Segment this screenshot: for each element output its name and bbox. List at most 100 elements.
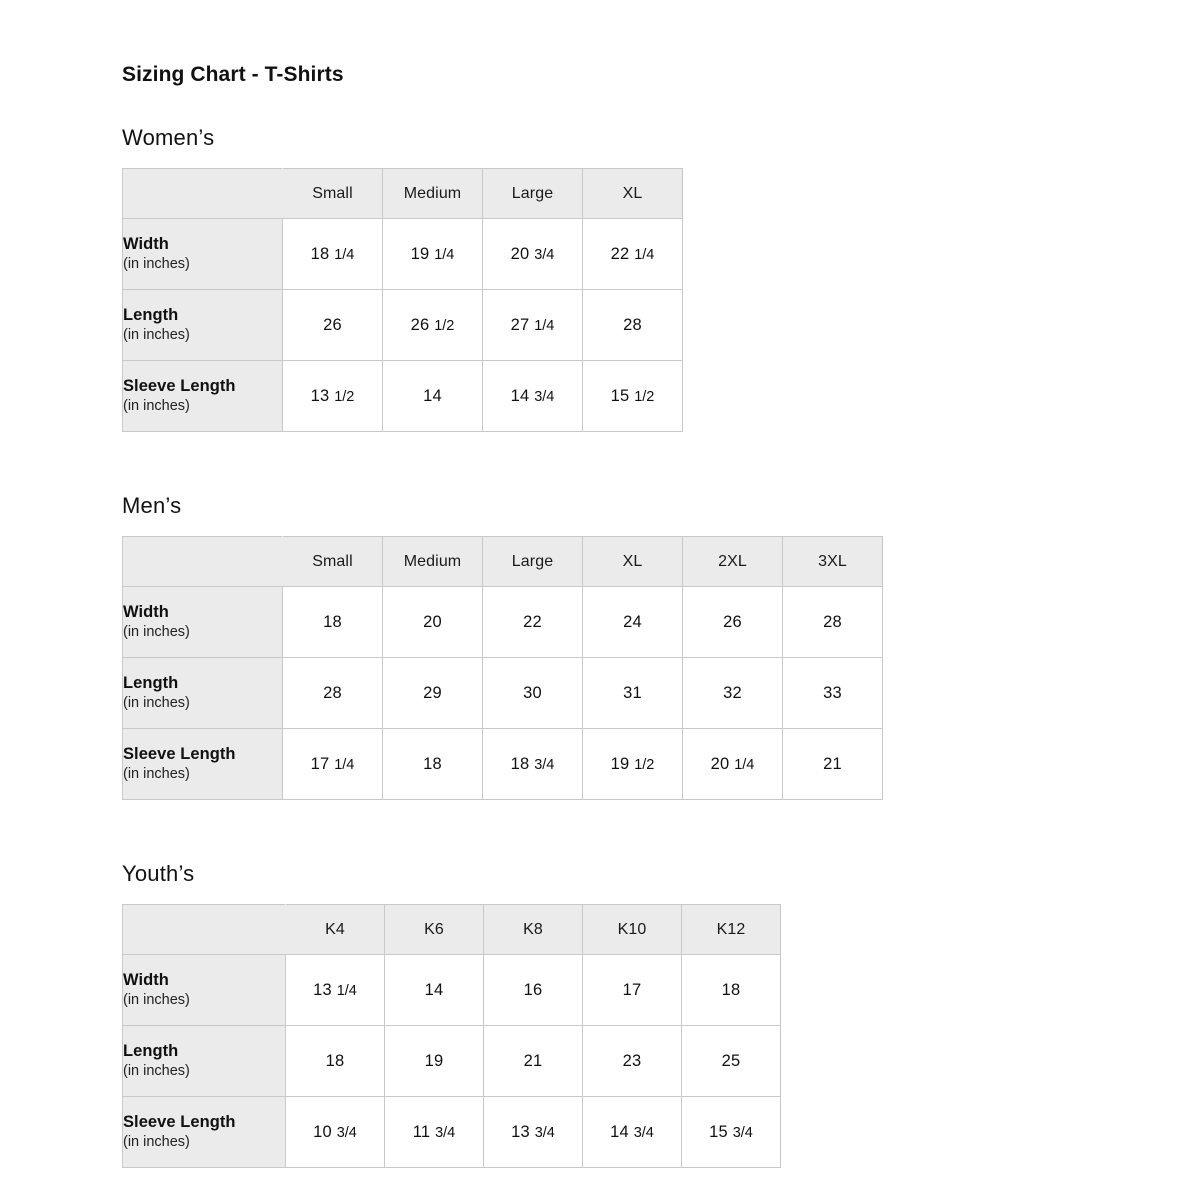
- row-label-units: (in inches): [123, 1063, 190, 1080]
- table-row: Length (in inches) 26 26 1/2 27 1/4 28: [122, 289, 683, 361]
- column-header-xl: XL: [582, 168, 683, 219]
- measurement-cell: 14: [384, 954, 484, 1026]
- row-label-units: (in inches): [123, 327, 190, 344]
- size-table-mens: Small Medium Large XL 2XL 3XL Width (in inches)…: [122, 536, 883, 800]
- row-label: Sleeve Length: [123, 1112, 236, 1131]
- row-label-cell: Length (in inches): [122, 657, 283, 729]
- column-header-small: Small: [282, 168, 383, 219]
- measurement-cell: 11 3/4: [384, 1096, 484, 1168]
- section-title-womens: Women’s: [122, 125, 215, 150]
- measurement-whole: 22: [523, 612, 542, 631]
- row-label-cell: Length (in inches): [122, 289, 283, 361]
- measurement-cell: 24: [582, 586, 683, 658]
- table-row: Sleeve Length (in inches) 13 1/2 14 14 3/4 15…: [122, 360, 683, 432]
- row-label-cell: Sleeve Length (in inches): [122, 1096, 286, 1168]
- measurement-fraction: 1/4: [334, 246, 355, 263]
- measurement-fraction: 3/4: [435, 1124, 456, 1141]
- column-header-2xl: 2XL: [682, 536, 783, 587]
- table-header-row: K4 K6 K8 K10 K12: [122, 904, 781, 955]
- measurement-whole: 14: [423, 386, 442, 405]
- measurement-cell: 13 1/4: [285, 954, 385, 1026]
- measurement-whole: 19: [610, 754, 630, 773]
- measurement-fraction: 3/4: [534, 388, 555, 405]
- measurement-cell: 29: [382, 657, 483, 729]
- table-row: Sleeve Length (in inches) 10 3/4 11 3/4 13 3…: [122, 1096, 781, 1168]
- measurement-cell: 10 3/4: [285, 1096, 385, 1168]
- row-label: Length: [123, 673, 179, 692]
- measurement-cell: 26: [682, 586, 783, 658]
- measurement-whole: 25: [721, 1051, 741, 1070]
- row-label-cell: Width (in inches): [122, 218, 283, 290]
- table-row: Width (in inches) 18 1/4 19 1/4 20 3/4 22 1/4: [122, 218, 683, 290]
- size-section-youths: Youth’s K4 K6 K8 K10 K12 Width (in inches) 13 1/…: [122, 860, 1200, 1168]
- measurement-whole: 13: [310, 386, 330, 405]
- column-header-k4: K4: [285, 904, 385, 955]
- measurement-fraction: 3/4: [534, 1124, 555, 1141]
- measurement-cell: 18: [282, 586, 383, 658]
- row-label-cell: Width (in inches): [122, 954, 286, 1026]
- measurement-whole: 18: [721, 980, 741, 999]
- measurement-whole: 19: [424, 1051, 444, 1070]
- measurement-fraction: 3/4: [633, 1124, 654, 1141]
- measurement-cell: 19 1/2: [582, 728, 683, 800]
- measurement-cell: 23: [582, 1025, 682, 1097]
- measurement-cell: 27 1/4: [482, 289, 583, 361]
- measurement-whole: 13: [313, 980, 332, 999]
- measurement-fraction: 3/4: [534, 756, 555, 773]
- measurement-whole: 28: [823, 612, 842, 631]
- table-row: Width (in inches) 13 1/4 14 16 17 18: [122, 954, 781, 1026]
- measurement-whole: 18: [323, 612, 342, 631]
- measurement-fraction: 1/2: [634, 756, 655, 773]
- measurement-cell: 14: [382, 360, 483, 432]
- column-header-large: Large: [482, 168, 583, 219]
- measurement-cell: 26: [282, 289, 383, 361]
- measurement-cell: 21: [782, 728, 883, 800]
- measurement-whole: 26: [410, 315, 430, 334]
- row-label: Length: [123, 1041, 179, 1060]
- table-row: Width (in inches) 18 20 22 24 26 28: [122, 586, 883, 658]
- column-header-k8: K8: [483, 904, 583, 955]
- measurement-fraction: 1/4: [434, 246, 455, 263]
- column-header-k12: K12: [681, 904, 781, 955]
- column-header-k6: K6: [384, 904, 484, 955]
- row-label-units: (in inches): [123, 398, 190, 415]
- row-label: Width: [123, 602, 169, 621]
- measurement-whole: 28: [323, 683, 342, 702]
- row-label: Width: [123, 234, 169, 253]
- measurement-whole: 10: [313, 1122, 332, 1141]
- measurement-whole: 11: [412, 1122, 431, 1141]
- measurement-fraction: 1/4: [336, 982, 357, 999]
- table-corner-cell: [122, 168, 283, 219]
- measurement-cell: 26 1/2: [382, 289, 483, 361]
- measurement-cell: 22: [482, 586, 583, 658]
- measurement-cell: 18: [285, 1025, 385, 1097]
- measurement-whole: 26: [323, 315, 342, 334]
- measurement-whole: 19: [410, 244, 430, 263]
- measurement-cell: 28: [782, 586, 883, 658]
- measurement-whole: 27: [510, 315, 530, 334]
- size-table-youths: K4 K6 K8 K10 K12 Width (in inches) 13 1/4 14 16 17…: [122, 904, 781, 1168]
- measurement-whole: 30: [523, 683, 542, 702]
- measurement-cell: 22 1/4: [582, 218, 683, 290]
- measurement-cell: 14 3/4: [582, 1096, 682, 1168]
- column-header-xl: XL: [582, 536, 683, 587]
- measurement-cell: 21: [483, 1025, 583, 1097]
- measurement-whole: 17: [310, 754, 330, 773]
- measurement-cell: 28: [582, 289, 683, 361]
- measurement-fraction: 1/2: [434, 317, 455, 334]
- row-label: Length: [123, 305, 179, 324]
- measurement-whole: 15: [610, 386, 630, 405]
- measurement-whole: 17: [622, 980, 642, 999]
- row-label: Sleeve Length: [123, 744, 236, 763]
- measurement-fraction: 1/2: [334, 388, 355, 405]
- measurement-cell: 18 3/4: [482, 728, 583, 800]
- measurement-whole: 31: [623, 683, 642, 702]
- row-label-units: (in inches): [123, 624, 190, 641]
- measurement-whole: 26: [723, 612, 742, 631]
- measurement-cell: 25: [681, 1025, 781, 1097]
- measurement-fraction: 3/4: [732, 1124, 753, 1141]
- column-header-medium: Medium: [382, 168, 483, 219]
- column-header-large: Large: [482, 536, 583, 587]
- measurement-whole: 18: [325, 1051, 345, 1070]
